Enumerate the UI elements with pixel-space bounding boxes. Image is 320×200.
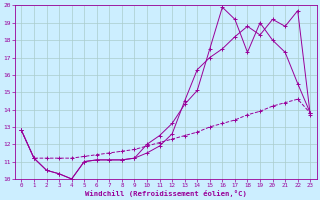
X-axis label: Windchill (Refroidissement éolien,°C): Windchill (Refroidissement éolien,°C) [85, 190, 247, 197]
